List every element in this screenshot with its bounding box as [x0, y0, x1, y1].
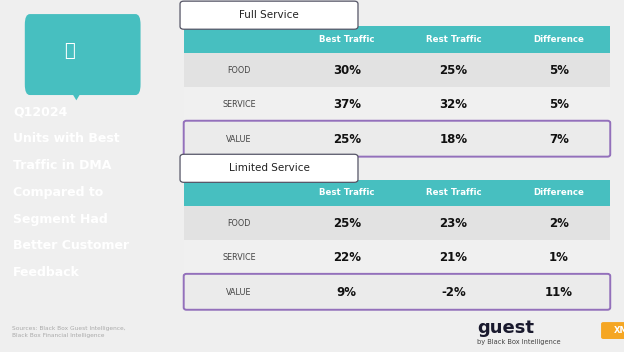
Bar — [183, 53, 610, 87]
Text: by Black Box Intelligence: by Black Box Intelligence — [477, 339, 561, 345]
Text: Difference: Difference — [534, 188, 585, 197]
FancyBboxPatch shape — [183, 274, 610, 310]
Text: Units with Best: Units with Best — [13, 132, 120, 145]
Text: 11%: 11% — [545, 286, 573, 298]
Bar — [183, 206, 610, 240]
Text: 18%: 18% — [439, 133, 467, 145]
Text: 30%: 30% — [333, 64, 361, 76]
Text: Full Service: Full Service — [239, 10, 299, 20]
Bar — [183, 240, 610, 275]
Text: 37%: 37% — [333, 98, 361, 111]
Text: FOOD: FOOD — [228, 219, 251, 228]
Text: XM: XM — [615, 326, 624, 335]
Text: 7%: 7% — [549, 133, 569, 145]
Text: VALUE: VALUE — [227, 134, 252, 144]
Text: Segment Had: Segment Had — [13, 213, 108, 226]
Text: guest: guest — [477, 319, 534, 337]
Text: 21%: 21% — [439, 251, 467, 264]
Text: Rest Traffic: Rest Traffic — [426, 35, 481, 44]
Bar — [183, 26, 610, 53]
Text: SERVICE: SERVICE — [222, 253, 256, 262]
Text: Q12024: Q12024 — [13, 106, 67, 119]
Text: 1%: 1% — [549, 251, 569, 264]
Text: Best Traffic: Best Traffic — [319, 188, 374, 197]
Text: 25%: 25% — [333, 133, 361, 145]
Text: 2%: 2% — [549, 217, 569, 230]
Text: 23%: 23% — [439, 217, 467, 230]
Text: Limited Service: Limited Service — [228, 163, 310, 173]
FancyBboxPatch shape — [25, 14, 140, 95]
Text: Better Customer: Better Customer — [13, 239, 129, 252]
Text: Difference: Difference — [534, 35, 585, 44]
Text: -2%: -2% — [441, 286, 466, 298]
FancyBboxPatch shape — [180, 1, 358, 29]
Text: Feedback: Feedback — [13, 266, 80, 279]
Text: 32%: 32% — [439, 98, 467, 111]
FancyBboxPatch shape — [601, 322, 624, 339]
FancyBboxPatch shape — [183, 121, 610, 157]
Text: Sources: Black Box Guest Intelligence,
Black Box Financial Intelligence: Sources: Black Box Guest Intelligence, B… — [12, 326, 125, 338]
Text: VALUE: VALUE — [227, 288, 252, 297]
FancyBboxPatch shape — [180, 154, 358, 182]
Bar — [183, 87, 610, 122]
Text: 🍴: 🍴 — [64, 42, 75, 60]
Text: Traffic in DMA: Traffic in DMA — [13, 159, 112, 172]
Text: 5%: 5% — [549, 98, 569, 111]
Text: Compared to: Compared to — [13, 186, 104, 199]
Text: 25%: 25% — [333, 217, 361, 230]
Polygon shape — [67, 84, 86, 100]
Text: 25%: 25% — [439, 64, 467, 76]
Text: Rest Traffic: Rest Traffic — [426, 188, 481, 197]
Text: FOOD: FOOD — [228, 65, 251, 75]
Bar — [183, 180, 610, 206]
Text: SERVICE: SERVICE — [222, 100, 256, 109]
Text: Best Traffic: Best Traffic — [319, 35, 374, 44]
Text: 22%: 22% — [333, 251, 361, 264]
Text: 9%: 9% — [337, 286, 357, 298]
Text: 5%: 5% — [549, 64, 569, 76]
